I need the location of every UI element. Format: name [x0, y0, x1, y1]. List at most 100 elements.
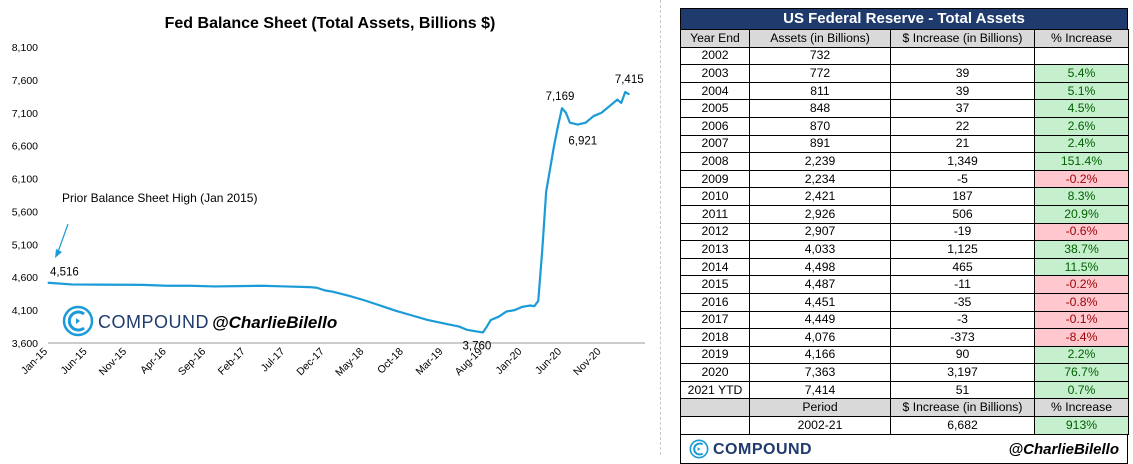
data-point	[142, 284, 144, 286]
table-footer: COMPOUND @CharlieBilello	[680, 434, 1128, 464]
cell-assets: 848	[749, 99, 891, 118]
data-point	[529, 304, 531, 307]
cell-pct-increase: 8.3%	[1034, 187, 1129, 206]
data-point	[94, 283, 97, 286]
data-point	[166, 285, 168, 287]
annotation-arrow-line	[57, 223, 69, 253]
cell-year: 2015	[680, 275, 750, 294]
y-tick-label: 3,600	[12, 338, 38, 350]
cell-dollar-increase: -35	[890, 292, 1035, 312]
data-point	[363, 299, 365, 301]
cell-assets: 4,498	[749, 257, 891, 277]
cell-pct-increase: -0.6%	[1034, 222, 1129, 242]
data-point	[118, 284, 120, 286]
x-tick-label: Apr-16	[138, 346, 169, 377]
cell-pct-increase: 5.1%	[1034, 81, 1129, 101]
cell-dollar-increase: 37	[890, 99, 1035, 118]
cell-pct-increase: -0.1%	[1034, 310, 1129, 330]
cell-assets: 870	[749, 116, 891, 136]
data-point	[498, 316, 500, 318]
cell-year: 2007	[680, 134, 750, 154]
annotation-label: 3,760	[463, 340, 492, 352]
cell-dollar-increase: 506	[890, 204, 1035, 224]
cell-pct-increase: 76.7%	[1034, 363, 1129, 382]
cell-assets: 811	[749, 81, 891, 101]
y-tick-label: 6,100	[12, 174, 38, 186]
cell-dollar-increase: 39	[890, 81, 1035, 101]
cell-assets: 2,421	[749, 187, 891, 206]
x-tick-label: Nov-20	[571, 346, 604, 379]
data-point	[395, 310, 397, 312]
cell-dollar-increase: 3,197	[890, 363, 1035, 382]
cell-year: 2005	[680, 99, 750, 118]
table-row: 2015 4,487 -11 -0.2%	[680, 275, 1129, 294]
cell-assets: 4,451	[749, 292, 891, 312]
table-row: 2013 4,033 1,125 38.7%	[680, 240, 1129, 259]
table-row: 2018 4,076 -373 -8.4%	[680, 328, 1129, 347]
data-point	[608, 105, 611, 107]
compound-brand-text: COMPOUND	[98, 312, 209, 332]
data-point	[533, 305, 535, 307]
cell-assets: 2,234	[749, 169, 891, 189]
y-tick-label: 5,100	[12, 239, 38, 251]
cell-year: 2011	[680, 204, 750, 224]
table-row: 2020 7,363 3,197 76.7%	[680, 363, 1129, 382]
cell-assets: 891	[749, 134, 891, 154]
cell-year: 2020	[680, 363, 750, 382]
table-row: 2005 848 37 4.5%	[680, 99, 1129, 118]
cell-dollar-increase: 51	[890, 380, 1035, 400]
cell-assets: 4,033	[749, 240, 891, 259]
data-point	[486, 325, 488, 328]
y-tick-label: 4,600	[12, 272, 38, 284]
table-row: 2003 772 39 5.4%	[680, 64, 1129, 83]
table-brand-text: COMPOUND	[713, 440, 813, 458]
data-point	[624, 91, 626, 93]
summary-dollar-increase: 6,682	[890, 416, 1035, 435]
data-point	[47, 282, 49, 284]
data-point	[620, 102, 622, 104]
compound-logo-icon	[62, 305, 94, 337]
data-point	[593, 115, 595, 117]
y-tick-labels: 8,100 7,600 7,100 6,600 6,100 5,600 5,100 4,600…	[12, 42, 38, 350]
cell-dollar-increase: 187	[890, 187, 1035, 206]
data-point	[332, 291, 334, 293]
data-point	[521, 306, 524, 308]
data-point	[411, 314, 413, 316]
x-tick-label: Jun-20	[533, 346, 564, 377]
data-point	[553, 145, 555, 147]
cell-dollar-increase: 22	[890, 116, 1035, 136]
data-point	[482, 331, 484, 334]
table-row: 2019 4,166 90 2.2%	[680, 345, 1129, 365]
data-point	[324, 289, 326, 291]
table-handle-text: @CharlieBilello	[1008, 440, 1120, 458]
x-tick-label: Feb-17	[216, 346, 248, 378]
cell-year: 2009	[680, 169, 750, 189]
table-row: 2007 891 21 2.4%	[680, 134, 1129, 154]
fed-assets-table: Year End Assets (in Billions) $ Increase…	[680, 29, 1129, 435]
cell-pct-increase	[1034, 46, 1129, 66]
cell-pct-increase: 2.2%	[1034, 345, 1129, 365]
data-point	[458, 325, 460, 328]
summary-period: 2002-21	[749, 416, 891, 435]
panel-divider	[660, 0, 661, 455]
data-point	[466, 329, 468, 331]
cell-year: 2017	[680, 310, 750, 330]
annotation-label: Prior Balance Sheet High (Jan 2015)	[62, 191, 257, 205]
cell-assets: 732	[749, 46, 891, 66]
cell-assets: 2,239	[749, 152, 891, 171]
cell-dollar-increase: 90	[890, 345, 1035, 365]
cell-year: 2003	[680, 64, 750, 83]
header-assets: Assets (in Billions)	[749, 29, 891, 48]
table-row: 2016 4,451 -35 -0.8%	[680, 292, 1129, 312]
balance-sheet-chart: Fed Balance Sheet (Total Assets, Billion…	[12, 15, 645, 379]
x-tick-label: May-18	[333, 346, 366, 379]
table-header-row: Year End Assets (in Billions) $ Increase…	[680, 29, 1129, 48]
data-point	[347, 295, 350, 297]
cell-year: 2012	[680, 222, 750, 242]
data-point	[569, 122, 571, 124]
data-point	[442, 322, 444, 324]
cell-assets: 772	[749, 64, 891, 83]
cell-pct-increase: -0.2%	[1034, 169, 1129, 189]
data-point	[490, 319, 492, 321]
table-row: 2014 4,498 465 11.5%	[680, 257, 1129, 277]
